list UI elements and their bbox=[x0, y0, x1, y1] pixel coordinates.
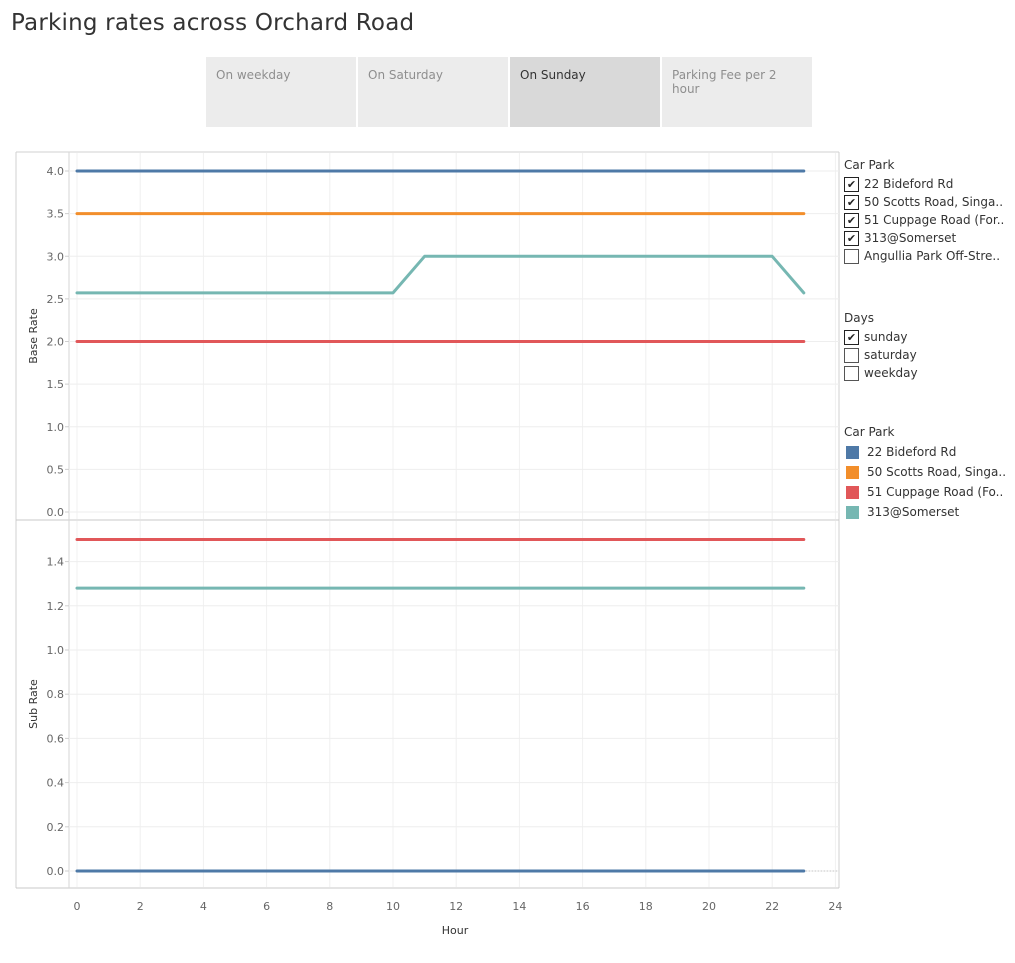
legend-item-51-cuppage[interactable]: 51 Cuppage Road (Fo.. bbox=[844, 482, 1006, 502]
legend-item-label: 22 Bideford Rd bbox=[867, 445, 957, 459]
y-tick-label: 0.4 bbox=[47, 777, 65, 790]
y-tick-label: 1.2 bbox=[47, 600, 65, 613]
filter-item-label: saturday bbox=[864, 348, 917, 362]
legend-item-label: 313@Somerset bbox=[867, 505, 960, 519]
legend-swatch bbox=[846, 505, 859, 519]
x-tick-label: 2 bbox=[137, 900, 144, 913]
checkbox-unchecked-icon[interactable] bbox=[844, 347, 859, 363]
color-legend-title: Car Park bbox=[844, 425, 895, 439]
filter-item-angullia-park[interactable]: Angullia Park Off-Stre.. bbox=[844, 247, 1004, 265]
filter-item-label: 50 Scotts Road, Singa.. bbox=[864, 195, 1004, 209]
y-tick-label: 0.0 bbox=[47, 865, 65, 878]
x-axis-title: Hour bbox=[442, 924, 469, 937]
checkbox-checked-icon[interactable]: ✔ bbox=[844, 230, 859, 246]
filter-item-51-cuppage[interactable]: ✔ 51 Cuppage Road (For.. bbox=[844, 211, 1004, 229]
checkbox-checked-icon[interactable]: ✔ bbox=[844, 212, 859, 228]
tab-parking-fee[interactable]: Parking Fee per 2 hour bbox=[662, 57, 812, 127]
y-tick-label: 0.5 bbox=[47, 463, 65, 476]
y-tick-label: 2.0 bbox=[47, 336, 65, 349]
filter-item-label: 51 Cuppage Road (For.. bbox=[864, 213, 1005, 227]
checkbox-unchecked-icon[interactable] bbox=[844, 365, 859, 381]
checkbox-checked-icon[interactable]: ✔ bbox=[844, 194, 859, 210]
legend-item-50-scotts[interactable]: 50 Scotts Road, Singa.. bbox=[844, 462, 1006, 482]
legend-swatch bbox=[846, 485, 859, 499]
x-tick-label: 12 bbox=[449, 900, 463, 913]
x-tick-label: 24 bbox=[828, 900, 842, 913]
y-tick-label: 1.5 bbox=[47, 378, 65, 391]
y-tick-label: 1.4 bbox=[47, 556, 65, 569]
filter-item-weekday[interactable]: weekday bbox=[844, 364, 918, 382]
checkbox-checked-icon[interactable]: ✔ bbox=[844, 329, 859, 345]
x-tick-label: 10 bbox=[386, 900, 400, 913]
filter-item-label: 22 Bideford Rd bbox=[864, 177, 954, 191]
x-tick-label: 8 bbox=[326, 900, 333, 913]
y-tick-label: 0.8 bbox=[47, 688, 65, 701]
filter-item-saturday[interactable]: saturday bbox=[844, 346, 918, 364]
legend-item-313-somerset[interactable]: 313@Somerset bbox=[844, 502, 1006, 522]
filter-item-50-scotts[interactable]: ✔ 50 Scotts Road, Singa.. bbox=[844, 193, 1004, 211]
legend-item-22-bideford[interactable]: 22 Bideford Rd bbox=[844, 442, 1006, 462]
y-axis-title: Sub Rate bbox=[27, 679, 40, 729]
y-tick-label: 2.5 bbox=[47, 293, 65, 306]
x-tick-label: 16 bbox=[576, 900, 590, 913]
y-tick-label: 0.0 bbox=[47, 506, 65, 519]
filter-item-label: Angullia Park Off-Stre.. bbox=[864, 249, 1001, 263]
legend-item-label: 50 Scotts Road, Singa.. bbox=[867, 465, 1007, 479]
x-tick-label: 20 bbox=[702, 900, 716, 913]
legend-swatch bbox=[846, 465, 859, 479]
checkbox-checked-icon[interactable]: ✔ bbox=[844, 176, 859, 192]
filter-item-sunday[interactable]: ✔ sunday bbox=[844, 328, 918, 346]
filter-item-313-somerset[interactable]: ✔ 313@Somerset bbox=[844, 229, 1004, 247]
tab-sunday[interactable]: On Sunday bbox=[510, 57, 660, 127]
x-tick-label: 14 bbox=[512, 900, 526, 913]
car-park-filter: Car Park ✔ 22 Bideford Rd ✔ 50 Scotts Ro… bbox=[844, 158, 1004, 265]
color-legend: Car Park 22 Bideford Rd 50 Scotts Road, … bbox=[844, 425, 1006, 522]
checkbox-unchecked-icon[interactable] bbox=[844, 248, 859, 264]
filter-item-label: sunday bbox=[864, 330, 908, 344]
days-filter: Days ✔ sunday saturday weekday bbox=[844, 311, 918, 382]
tab-saturday[interactable]: On Saturday bbox=[358, 57, 508, 127]
y-tick-label: 1.0 bbox=[47, 421, 65, 434]
y-axis-title: Base Rate bbox=[27, 308, 40, 364]
car-park-filter-title: Car Park bbox=[844, 158, 895, 172]
tab-weekday[interactable]: On weekday bbox=[206, 57, 356, 127]
x-tick-label: 22 bbox=[765, 900, 779, 913]
page-title: Parking rates across Orchard Road bbox=[11, 10, 415, 36]
legend-swatch bbox=[846, 445, 859, 459]
filter-item-22-bideford[interactable]: ✔ 22 Bideford Rd bbox=[844, 175, 1004, 193]
filter-item-label: weekday bbox=[864, 366, 918, 380]
x-tick-label: 4 bbox=[200, 900, 207, 913]
y-tick-label: 3.0 bbox=[47, 250, 65, 263]
y-tick-label: 4.0 bbox=[47, 165, 65, 178]
filter-item-label: 313@Somerset bbox=[864, 231, 957, 245]
y-tick-label: 1.0 bbox=[47, 644, 65, 657]
legend-item-label: 51 Cuppage Road (Fo.. bbox=[867, 485, 1004, 499]
days-filter-title: Days bbox=[844, 311, 874, 325]
y-tick-label: 0.6 bbox=[47, 732, 65, 745]
series-line bbox=[75, 254, 806, 295]
x-tick-label: 0 bbox=[74, 900, 81, 913]
x-tick-label: 18 bbox=[639, 900, 653, 913]
dashboard-tabs: On weekday On Saturday On Sunday Parking… bbox=[206, 57, 812, 127]
y-tick-label: 0.2 bbox=[47, 821, 65, 834]
x-tick-label: 6 bbox=[263, 900, 270, 913]
y-tick-label: 3.5 bbox=[47, 208, 65, 221]
